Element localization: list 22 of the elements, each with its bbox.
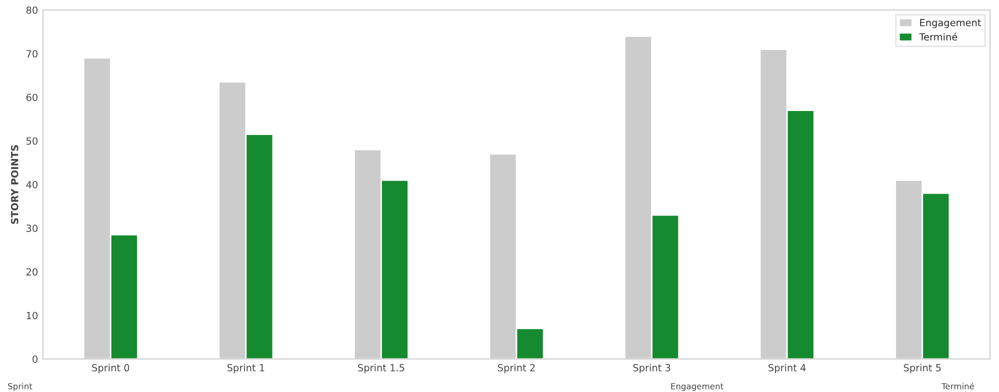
y-tick-label: 10 [26,312,38,320]
text: Engagement [671,383,724,391]
x-tick-label: Sprint 0 [92,364,130,374]
x-tick-label: Sprint 5 [904,364,941,374]
x-tick-label: Sprint 2 [498,364,535,374]
y-tick-label: 0 [32,355,38,363]
y-tick-label: 40 [26,180,38,188]
y-tick-label: 30 [26,224,38,232]
y-tick-label: 50 [26,137,38,145]
text: Terminé [942,382,974,390]
x-tick-label: Sprint 1.5 [358,364,404,374]
y-axis-title: STORY POINTS [10,145,18,224]
y-tick-label: 80 [26,6,38,14]
y-tick-label: 70 [26,50,38,58]
text: Sprint [8,382,32,391]
x-tick-label: Sprint 4 [768,364,806,374]
y-tick-label: 60 [26,94,38,102]
legend-label: Engagement [920,19,982,28]
x-tick-label: Sprint 1 [227,364,264,374]
legend-label: Terminé [919,32,958,41]
x-tick-label: Sprint 3 [633,364,670,374]
y-tick-label: 20 [26,268,38,276]
